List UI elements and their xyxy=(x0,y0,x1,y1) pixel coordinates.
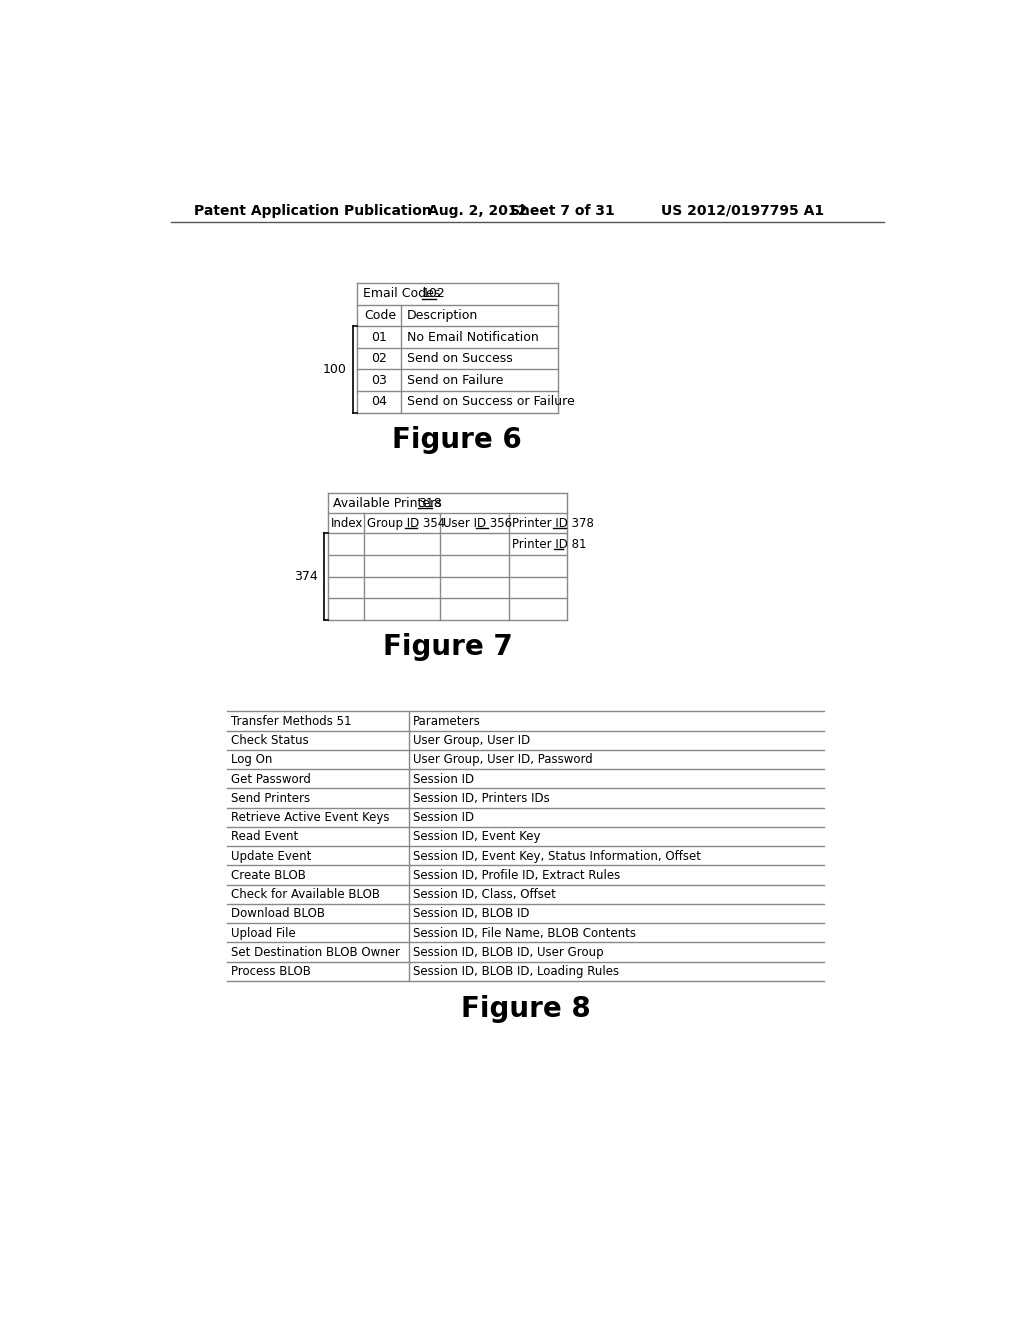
Text: Session ID, Event Key: Session ID, Event Key xyxy=(414,830,541,843)
Text: Session ID, Profile ID, Extract Rules: Session ID, Profile ID, Extract Rules xyxy=(414,869,621,882)
Text: Transfer Methods 51: Transfer Methods 51 xyxy=(231,714,351,727)
Text: Get Password: Get Password xyxy=(231,772,311,785)
Text: Session ID, Class, Offset: Session ID, Class, Offset xyxy=(414,888,556,902)
Text: 01: 01 xyxy=(371,330,387,343)
Text: Available Printers: Available Printers xyxy=(333,496,445,510)
Text: Session ID, Event Key, Status Information, Offset: Session ID, Event Key, Status Informatio… xyxy=(414,850,701,862)
Text: Send on Success or Failure: Send on Success or Failure xyxy=(407,395,574,408)
Text: Update Event: Update Event xyxy=(231,850,311,862)
Text: Group ID 354: Group ID 354 xyxy=(368,517,445,529)
Text: Session ID: Session ID xyxy=(414,810,474,824)
Text: Session ID, File Name, BLOB Contents: Session ID, File Name, BLOB Contents xyxy=(414,927,636,940)
Text: Session ID, Printers IDs: Session ID, Printers IDs xyxy=(414,792,550,805)
Text: Session ID, BLOB ID, Loading Rules: Session ID, BLOB ID, Loading Rules xyxy=(414,965,620,978)
Text: Figure 6: Figure 6 xyxy=(392,426,522,454)
Text: Session ID, BLOB ID, User Group: Session ID, BLOB ID, User Group xyxy=(414,945,604,958)
Text: User Group, User ID, Password: User Group, User ID, Password xyxy=(414,754,593,767)
Text: Send Printers: Send Printers xyxy=(231,792,310,805)
Text: Session ID: Session ID xyxy=(414,772,474,785)
Text: Send on Failure: Send on Failure xyxy=(407,374,504,387)
Text: Description: Description xyxy=(407,309,478,322)
Text: Upload File: Upload File xyxy=(231,927,296,940)
Text: Sheet 7 of 31: Sheet 7 of 31 xyxy=(510,203,614,218)
Text: Process BLOB: Process BLOB xyxy=(231,965,311,978)
Text: Create BLOB: Create BLOB xyxy=(231,869,306,882)
Text: Read Event: Read Event xyxy=(231,830,298,843)
Text: Email Codes: Email Codes xyxy=(362,288,444,301)
Text: User ID 356: User ID 356 xyxy=(443,517,513,529)
Text: Check for Available BLOB: Check for Available BLOB xyxy=(231,888,380,902)
Text: 02: 02 xyxy=(371,352,387,366)
Text: Check Status: Check Status xyxy=(231,734,309,747)
Text: Index: Index xyxy=(331,517,364,529)
Text: Set Destination BLOB Owner: Set Destination BLOB Owner xyxy=(231,945,400,958)
Text: Patent Application Publication: Patent Application Publication xyxy=(194,203,432,218)
Text: Retrieve Active Event Keys: Retrieve Active Event Keys xyxy=(231,810,389,824)
Text: Figure 8: Figure 8 xyxy=(461,995,591,1023)
Text: User Group, User ID: User Group, User ID xyxy=(414,734,530,747)
Text: Parameters: Parameters xyxy=(414,714,481,727)
Text: 318: 318 xyxy=(418,496,441,510)
Text: US 2012/0197795 A1: US 2012/0197795 A1 xyxy=(662,203,824,218)
Text: 100: 100 xyxy=(323,363,346,376)
Text: Log On: Log On xyxy=(231,754,272,767)
Text: 374: 374 xyxy=(294,570,317,583)
Text: Download BLOB: Download BLOB xyxy=(231,907,325,920)
Text: Printer ID 378: Printer ID 378 xyxy=(512,517,594,529)
Text: Send on Success: Send on Success xyxy=(407,352,513,366)
Text: No Email Notification: No Email Notification xyxy=(407,330,539,343)
Text: Session ID, BLOB ID: Session ID, BLOB ID xyxy=(414,907,529,920)
Text: 04: 04 xyxy=(371,395,387,408)
Text: Aug. 2, 2012: Aug. 2, 2012 xyxy=(428,203,527,218)
Text: 03: 03 xyxy=(371,374,387,387)
Text: Code: Code xyxy=(365,309,396,322)
Text: 102: 102 xyxy=(422,288,445,301)
Text: Figure 7: Figure 7 xyxy=(383,634,513,661)
Text: Printer ID 81: Printer ID 81 xyxy=(512,537,587,550)
